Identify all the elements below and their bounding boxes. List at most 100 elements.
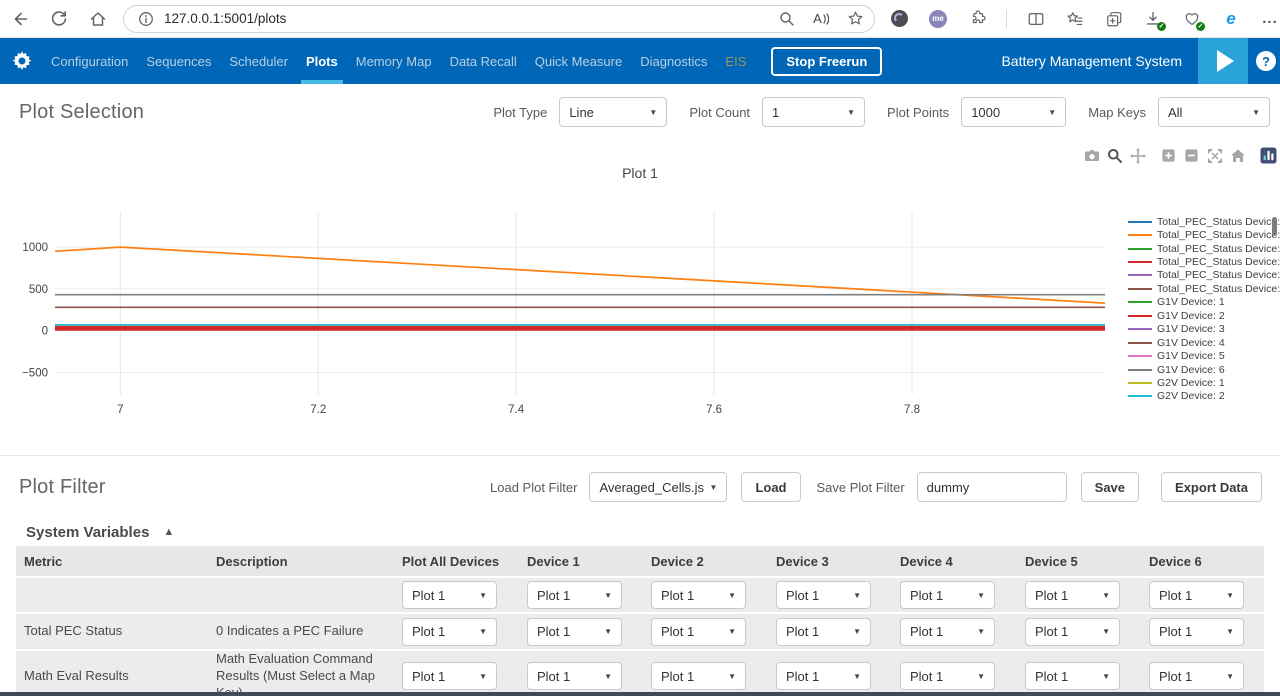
zoom-in-icon[interactable] <box>1160 147 1177 164</box>
back-icon[interactable] <box>10 9 30 29</box>
legend-item[interactable]: Total_PEC_Status Device: 4 <box>1128 255 1280 268</box>
plot-assign-select[interactable]: Plot 1 ▼ <box>651 662 746 691</box>
refresh-icon[interactable] <box>49 9 69 29</box>
nav-item-quick-measure[interactable]: Quick Measure <box>526 38 631 84</box>
plot-points-select[interactable]: 1000 ▼ <box>961 97 1067 127</box>
me-extension-icon[interactable]: me <box>928 9 948 29</box>
legend-item[interactable]: Total_PEC_Status Device: 5 <box>1128 269 1280 282</box>
split-screen-icon[interactable] <box>1026 9 1046 29</box>
favorite-star-icon[interactable] <box>846 10 864 28</box>
collapse-arrow-icon[interactable]: ▲ <box>163 526 175 538</box>
plot-assign-select[interactable]: Plot 1 ▼ <box>402 617 497 646</box>
downloads-icon[interactable]: ✓ <box>1143 9 1166 31</box>
plot-assign-select[interactable]: Plot 1 ▼ <box>527 617 622 646</box>
save-filter-input[interactable] <box>916 472 1067 502</box>
more-menu-icon[interactable]: ... <box>1260 9 1280 29</box>
plot-assign-select[interactable]: Plot 1 ▼ <box>651 581 746 609</box>
zoom-out-icon[interactable] <box>1183 147 1200 164</box>
legend-item[interactable]: Total_PEC_Status Device: 6 <box>1128 282 1280 295</box>
plot-assign-select[interactable]: Plot 1 ▼ <box>651 617 746 646</box>
plot-assign-select[interactable]: Plot 1 ▼ <box>1025 581 1120 609</box>
save-button[interactable]: Save <box>1080 472 1140 502</box>
legend-item[interactable]: G1V Device: 3 <box>1128 323 1270 336</box>
nav-item-plots[interactable]: Plots <box>297 38 347 84</box>
site-info-icon[interactable] <box>136 9 156 29</box>
chart-plot-area[interactable]: −500 0 500 1000 7 7.2 7.4 7.6 7.8 <box>0 140 1280 455</box>
reset-axes-home-icon[interactable] <box>1229 147 1246 164</box>
camera-icon[interactable] <box>1083 147 1100 164</box>
nav-item-eis[interactable]: EIS <box>716 38 755 84</box>
read-aloud-icon[interactable]: A <box>812 10 830 28</box>
plot-assign-select[interactable]: Plot 1 ▼ <box>776 662 871 691</box>
legend-item[interactable]: Total_PEC_Status Device: 3 <box>1128 242 1280 255</box>
legend-label: Total_PEC_Status Device: 2 <box>1157 229 1280 242</box>
settings-gear-icon[interactable] <box>12 51 32 71</box>
collections-icon[interactable] <box>1104 9 1124 29</box>
legend-item[interactable]: G2V Device: 1 <box>1128 376 1270 389</box>
play-button[interactable] <box>1198 38 1248 84</box>
favorites-bar-icon[interactable] <box>1065 9 1085 29</box>
export-data-button[interactable]: Export Data <box>1161 472 1262 502</box>
legend-label: G1V Device: 3 <box>1157 323 1225 336</box>
address-bar[interactable]: 127.0.0.1:5001/plots A <box>123 4 875 33</box>
plot-assign-select[interactable]: Plot 1 ▼ <box>1025 662 1120 691</box>
legend-item[interactable]: G1V Device: 1 <box>1128 296 1270 309</box>
legend-swatch <box>1128 314 1152 317</box>
plot-assign-select[interactable]: Plot 1 ▼ <box>527 581 622 609</box>
home-icon[interactable] <box>88 9 108 29</box>
stop-freerun-button[interactable]: Stop Freerun <box>771 46 883 76</box>
chevron-down-icon: ▼ <box>728 627 736 636</box>
plot-assign-select[interactable]: Plot 1 ▼ <box>1025 617 1120 646</box>
plot-assign-select[interactable]: Plot 1 ▼ <box>900 617 995 646</box>
select-value: Plot 1 <box>412 624 446 639</box>
plot-assign-select[interactable]: Plot 1 ▼ <box>402 662 497 691</box>
plot-assign-select[interactable]: Plot 1 ▼ <box>1149 617 1244 646</box>
legend-item[interactable]: G1V Device: 6 <box>1128 363 1270 376</box>
help-icon[interactable]: ? <box>1256 51 1276 71</box>
y-tick-label: 0 <box>42 326 48 338</box>
zoom-page-icon[interactable] <box>778 10 796 28</box>
extensions-puzzle-icon[interactable] <box>967 9 987 29</box>
plot-select-cell: Plot 1 ▼ <box>651 662 776 691</box>
plot-assign-select[interactable]: Plot 1 ▼ <box>1149 581 1244 609</box>
load-filter-select[interactable]: Averaged_Cells.json ▼ <box>589 472 728 502</box>
legend-item[interactable]: G2V Device: 2 <box>1128 390 1270 403</box>
ie-mode-icon[interactable]: e <box>1221 9 1241 29</box>
legend-item[interactable]: G1V Device: 2 <box>1128 309 1270 322</box>
extension-shield-icon[interactable] <box>889 9 909 29</box>
plot-type-select[interactable]: Line ▼ <box>559 97 668 127</box>
map-keys-select[interactable]: All ▼ <box>1158 97 1270 127</box>
x-tick-label: 7.4 <box>508 404 525 416</box>
nav-item-label: Diagnostics <box>640 53 708 69</box>
plot-select-cell: Plot 1 ▼ <box>1149 617 1264 646</box>
url-input[interactable]: 127.0.0.1:5001/plots <box>164 11 287 26</box>
plot-assign-select[interactable]: Plot 1 ▼ <box>527 662 622 691</box>
nav-item-diagnostics[interactable]: Diagnostics <box>631 38 716 84</box>
zoom-icon[interactable] <box>1106 147 1123 164</box>
plotly-logo-icon[interactable] <box>1260 147 1277 164</box>
plot-assign-select[interactable]: Plot 1 ▼ <box>1149 662 1244 691</box>
load-button[interactable]: Load <box>741 472 801 502</box>
plot-filter-controls: Load Plot Filter Averaged_Cells.json ▼ L… <box>490 472 1262 502</box>
more-dots-glyph: ... <box>1262 10 1278 27</box>
legend-item[interactable]: Total_PEC_Status Device: 2 <box>1128 228 1280 241</box>
plot-select-cell: Plot 1 ▼ <box>1149 581 1264 609</box>
legend-item[interactable]: G1V Device: 5 <box>1128 349 1270 362</box>
nav-item-sequences[interactable]: Sequences <box>137 38 220 84</box>
nav-item-scheduler[interactable]: Scheduler <box>220 38 297 84</box>
browser-essentials-icon[interactable]: ✓ <box>1182 9 1205 31</box>
pan-icon[interactable] <box>1129 147 1146 164</box>
legend-item[interactable]: Total_PEC_Status Device: 1 <box>1128 215 1280 228</box>
plot-assign-select[interactable]: Plot 1 ▼ <box>900 662 995 691</box>
plot-assign-select[interactable]: Plot 1 ▼ <box>776 617 871 646</box>
plot-assign-select[interactable]: Plot 1 ▼ <box>900 581 995 609</box>
plot-count-select[interactable]: 1 ▼ <box>762 97 866 127</box>
nav-item-configuration[interactable]: Configuration <box>42 38 137 84</box>
plot-assign-select[interactable]: Plot 1 ▼ <box>776 581 871 609</box>
autoscale-icon[interactable] <box>1206 147 1223 164</box>
plot-assign-select[interactable]: Plot 1 ▼ <box>402 581 497 609</box>
legend-scrollbar[interactable] <box>1272 217 1277 236</box>
nav-item-data-recall[interactable]: Data Recall <box>441 38 526 84</box>
nav-item-memory-map[interactable]: Memory Map <box>347 38 441 84</box>
legend-item[interactable]: G1V Device: 4 <box>1128 336 1270 349</box>
